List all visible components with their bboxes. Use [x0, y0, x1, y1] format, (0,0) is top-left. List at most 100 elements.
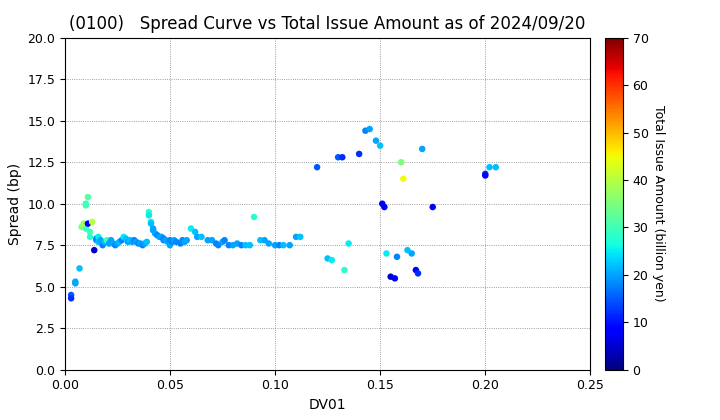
Point — [143, 212, 155, 219]
Point — [374, 142, 386, 149]
Point — [322, 255, 333, 262]
Point — [258, 237, 270, 244]
Point — [413, 270, 424, 277]
Point — [153, 234, 165, 240]
Point — [148, 227, 159, 234]
Point — [91, 237, 102, 244]
Point — [70, 280, 81, 287]
Point — [427, 204, 438, 210]
Point — [189, 228, 201, 235]
Point — [490, 164, 502, 171]
Point — [192, 234, 203, 240]
Point — [333, 154, 344, 160]
Point — [80, 200, 91, 207]
Point — [114, 239, 125, 245]
Point — [89, 247, 100, 254]
Point — [82, 194, 94, 200]
Point — [91, 235, 102, 242]
Point — [162, 239, 174, 245]
Point — [274, 242, 285, 249]
Point — [126, 239, 138, 245]
Point — [370, 137, 382, 144]
Point — [202, 237, 214, 244]
Point — [66, 291, 77, 298]
Point — [311, 164, 323, 171]
Point — [164, 237, 176, 244]
Point — [99, 239, 110, 245]
Y-axis label: Spread (bp): Spread (bp) — [8, 163, 22, 245]
Point — [148, 225, 159, 232]
Point — [219, 237, 230, 244]
Point — [112, 240, 123, 247]
Point — [402, 247, 413, 254]
Point — [93, 239, 104, 245]
Point — [223, 242, 235, 249]
Point — [177, 237, 189, 244]
Point — [290, 234, 302, 240]
Point — [389, 275, 400, 282]
Point — [175, 240, 186, 247]
Point — [185, 225, 197, 232]
Point — [135, 240, 146, 247]
Point — [354, 150, 365, 157]
Point — [484, 164, 495, 171]
Point — [181, 237, 192, 244]
Point — [228, 242, 239, 249]
Point — [395, 159, 407, 165]
Point — [385, 273, 397, 280]
Point — [107, 240, 119, 247]
Point — [80, 223, 91, 230]
Point — [109, 242, 121, 249]
Point — [381, 250, 392, 257]
Point — [284, 242, 295, 249]
Point — [269, 242, 281, 249]
Y-axis label: Total Issue Amount (billion yen): Total Issue Amount (billion yen) — [652, 105, 665, 302]
Point — [480, 172, 491, 179]
Title: (0100)   Spread Curve vs Total Issue Amount as of 2024/09/20: (0100) Spread Curve vs Total Issue Amoun… — [69, 16, 586, 34]
Point — [244, 242, 256, 249]
Point — [263, 240, 274, 247]
Point — [151, 232, 163, 239]
Point — [217, 239, 228, 245]
Point — [231, 240, 243, 247]
Point — [294, 234, 306, 240]
Point — [118, 234, 130, 240]
Point — [105, 237, 117, 244]
Point — [377, 200, 388, 207]
Point — [179, 239, 190, 245]
Point — [139, 240, 150, 247]
Point — [93, 234, 104, 240]
Point — [255, 237, 266, 244]
X-axis label: DV01: DV01 — [309, 398, 346, 412]
Point — [84, 234, 96, 240]
Point — [76, 223, 87, 230]
Point — [125, 237, 136, 244]
Point — [84, 228, 96, 235]
Point — [212, 242, 224, 249]
Point — [130, 239, 142, 245]
Point — [145, 220, 157, 227]
Point — [116, 237, 127, 244]
Point — [410, 267, 422, 273]
Point — [397, 176, 409, 182]
Point — [70, 278, 81, 285]
Point — [391, 253, 402, 260]
Point — [416, 146, 428, 152]
Point — [248, 214, 260, 220]
Point — [95, 237, 107, 244]
Point — [73, 265, 85, 272]
Point — [160, 237, 171, 244]
Point — [80, 225, 91, 232]
Point — [166, 239, 178, 245]
Point — [196, 234, 207, 240]
Point — [78, 220, 89, 227]
Point — [120, 235, 132, 242]
Point — [210, 240, 222, 247]
Point — [141, 239, 153, 245]
Point — [143, 209, 155, 215]
Point — [122, 239, 134, 245]
Point — [86, 218, 98, 225]
Point — [235, 242, 247, 249]
Point — [103, 240, 114, 247]
Point — [406, 250, 418, 257]
